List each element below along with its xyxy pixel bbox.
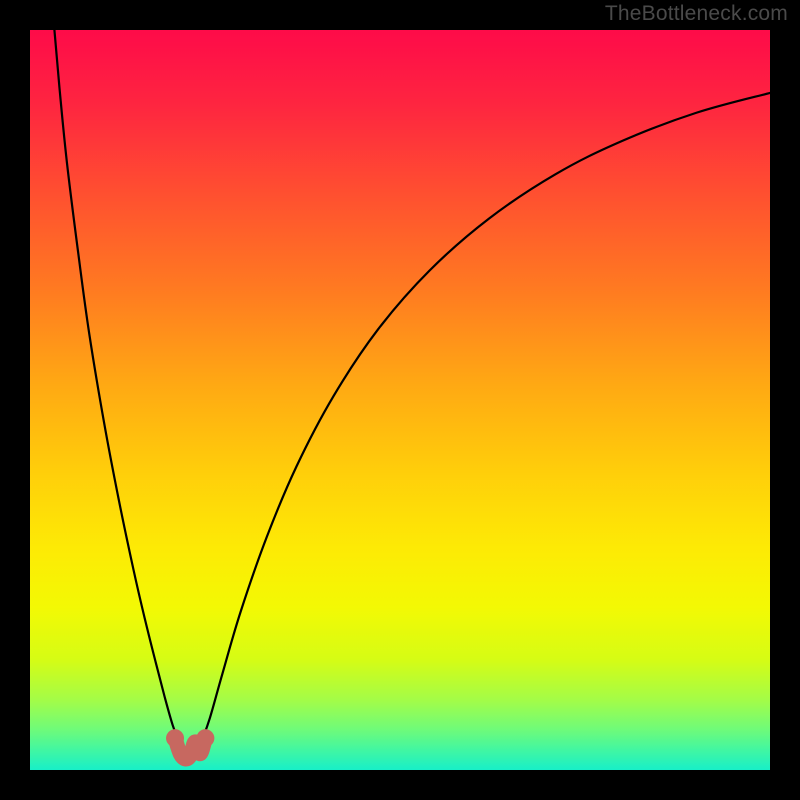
watermark-text: TheBottleneck.com — [605, 2, 788, 26]
chart-container: TheBottleneck.com — [0, 0, 800, 800]
bottleneck-chart — [0, 0, 800, 800]
plot-background — [30, 30, 770, 770]
